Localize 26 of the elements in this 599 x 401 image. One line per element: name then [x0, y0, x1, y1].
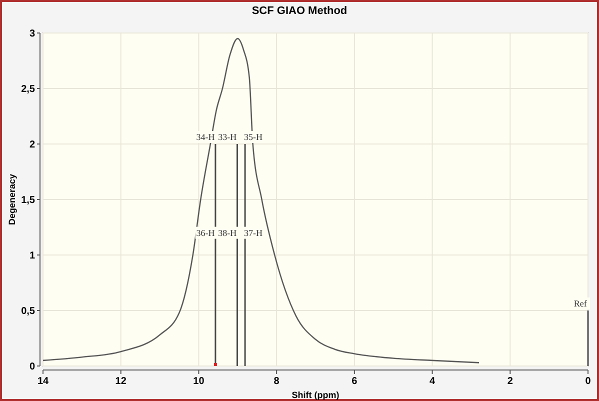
x-tick-label: 4	[430, 376, 436, 387]
x-tick-label: 12	[115, 376, 127, 387]
line-series	[42, 38, 480, 364]
annotation: 38-H	[218, 228, 238, 238]
annotation: 34-H	[196, 132, 216, 142]
x-tick-label: 10	[193, 376, 205, 387]
y-axis-title: Degeneracy	[7, 174, 17, 226]
y-tick-label: 2,5	[21, 84, 36, 95]
y-tick-label: 1	[29, 250, 36, 262]
x-tick-label: 8	[274, 376, 280, 387]
y-tick-label: 1,5	[21, 195, 36, 206]
y-tick-label: 2	[29, 140, 36, 150]
annotation: 36-H	[196, 228, 216, 238]
y-tick-label: 3	[29, 28, 36, 40]
x-tick-label: 2	[507, 376, 514, 387]
annotation: 33-H	[218, 132, 238, 142]
x-axis-title: Shift (ppm)	[292, 390, 340, 400]
annotation: 37-H	[244, 228, 264, 238]
annotation: Ref	[574, 298, 587, 308]
x-tick-label: 0	[585, 376, 592, 387]
y-tick-label: 0,5	[21, 306, 36, 317]
y-tick-label: 0	[29, 362, 36, 372]
chart-title: SCF GIAO Method	[252, 5, 348, 17]
annotation: 35-H	[244, 132, 264, 142]
x-tick-label: 14	[37, 376, 49, 387]
x-tick-label: 6	[352, 376, 358, 387]
